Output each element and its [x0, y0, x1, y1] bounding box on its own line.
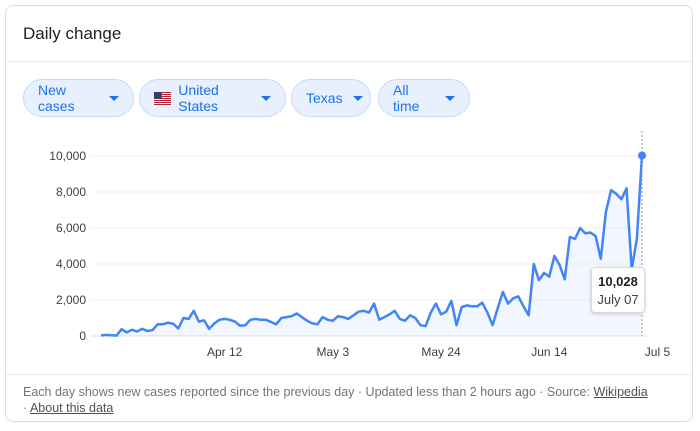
footer-text: Each day shows new cases reported since …: [23, 385, 594, 399]
chart-tooltip: 10,028 July 07: [591, 267, 645, 313]
range-dropdown-label: All time: [393, 82, 420, 114]
country-dropdown[interactable]: United States: [139, 79, 286, 117]
chevron-down-icon: [261, 95, 271, 101]
x-tick-label: Jun 14: [531, 345, 567, 359]
metric-dropdown[interactable]: New cases: [23, 79, 134, 117]
y-tick-label: 4,000: [56, 257, 86, 271]
card-title: Daily change: [23, 24, 122, 43]
footer-separator: ·: [23, 401, 30, 415]
header-divider: [6, 61, 692, 62]
daily-change-chart: 0 2,000 4,000 6,000 8,000 10,000 Apr 12 May 3 Ma…: [49, 131, 671, 359]
chevron-down-icon: [445, 95, 455, 101]
tooltip-value: 10,028: [598, 274, 638, 289]
about-data-link[interactable]: About this data: [29, 401, 114, 415]
data-point: [638, 151, 646, 160]
x-tick-label: May 3: [317, 345, 350, 359]
metric-dropdown-label: New cases: [38, 82, 75, 114]
region-dropdown-label: Texas: [306, 90, 343, 106]
y-tick-label: 0: [79, 329, 86, 343]
daily-change-card: Daily change New cases United States Tex…: [5, 5, 693, 422]
range-dropdown[interactable]: All time: [378, 79, 470, 117]
y-tick-label: 6,000: [56, 221, 86, 235]
y-tick-label: 8,000: [56, 185, 86, 199]
tooltip-date: July 07: [597, 292, 639, 307]
footer-note: Each day shows new cases reported since …: [23, 384, 683, 416]
series-line: [100, 155, 644, 337]
footer-divider: [6, 374, 692, 375]
country-dropdown-label: United States: [178, 82, 219, 114]
series-area: [101, 155, 642, 336]
us-flag-icon: [154, 91, 172, 105]
y-tick-label: 2,000: [56, 293, 86, 307]
x-tick-label: May 24: [421, 345, 461, 359]
y-tick-label: 10,000: [49, 149, 86, 163]
x-tick-label: Apr 12: [207, 345, 243, 359]
x-tick-label: Jul 5: [645, 345, 671, 359]
chevron-down-icon: [109, 95, 119, 101]
source-link[interactable]: Wikipedia: [593, 385, 648, 399]
region-dropdown[interactable]: Texas: [291, 79, 371, 117]
chevron-down-icon: [352, 95, 363, 101]
